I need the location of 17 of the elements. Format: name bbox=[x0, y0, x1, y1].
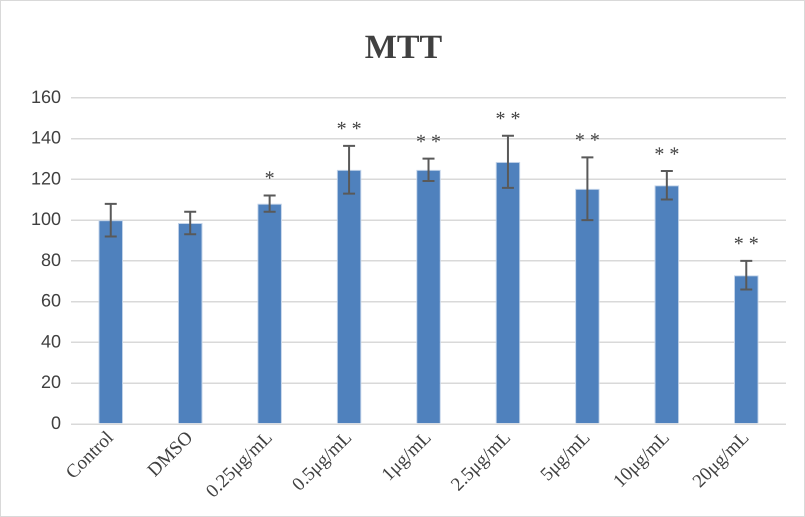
data-label: * * bbox=[574, 130, 600, 152]
y-tick-label: 100 bbox=[30, 209, 62, 230]
chart-title: MTT bbox=[364, 29, 443, 66]
data-label: * * bbox=[734, 233, 759, 256]
y-tick-label: 40 bbox=[41, 331, 62, 352]
data-label: * * bbox=[416, 130, 442, 153]
y-tick-label: 60 bbox=[41, 290, 62, 311]
y-tick-label: 160 bbox=[30, 86, 62, 107]
y-tick-label: 0 bbox=[51, 413, 62, 434]
data-label: * * bbox=[654, 143, 680, 166]
data-label: * * bbox=[336, 118, 362, 140]
data-label: * bbox=[264, 168, 275, 190]
data-label: * * bbox=[495, 108, 520, 130]
y-tick-label: 140 bbox=[30, 128, 62, 148]
y-tick-label: 120 bbox=[30, 168, 62, 188]
y-tick-label: 20 bbox=[41, 372, 62, 392]
y-tick-label: 80 bbox=[41, 250, 62, 270]
